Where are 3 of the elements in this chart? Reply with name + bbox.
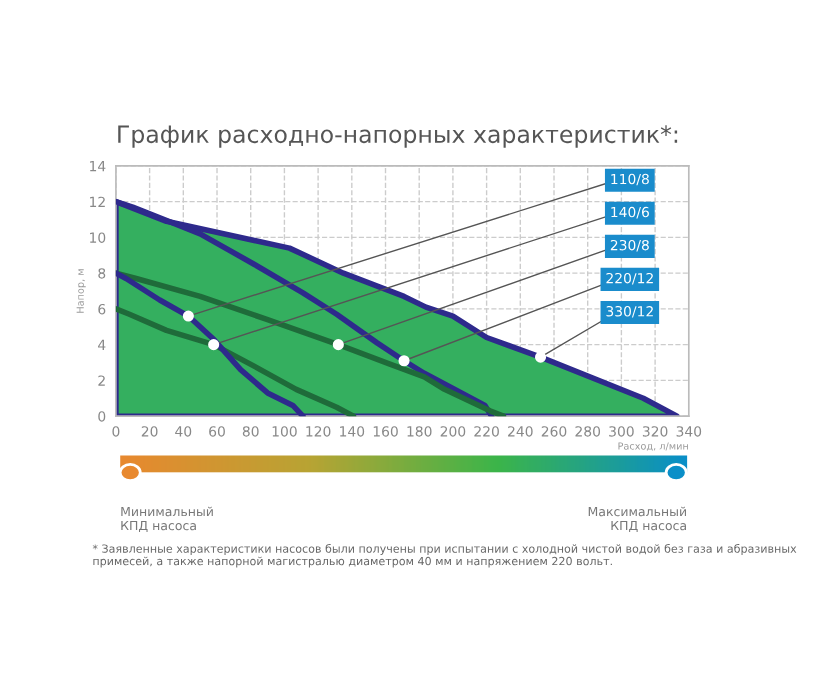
chart-title: График расходно-напорных характеристик*:: [118, 125, 678, 148]
line-series: [115, 270, 507, 417]
line-series: [115, 306, 357, 417]
